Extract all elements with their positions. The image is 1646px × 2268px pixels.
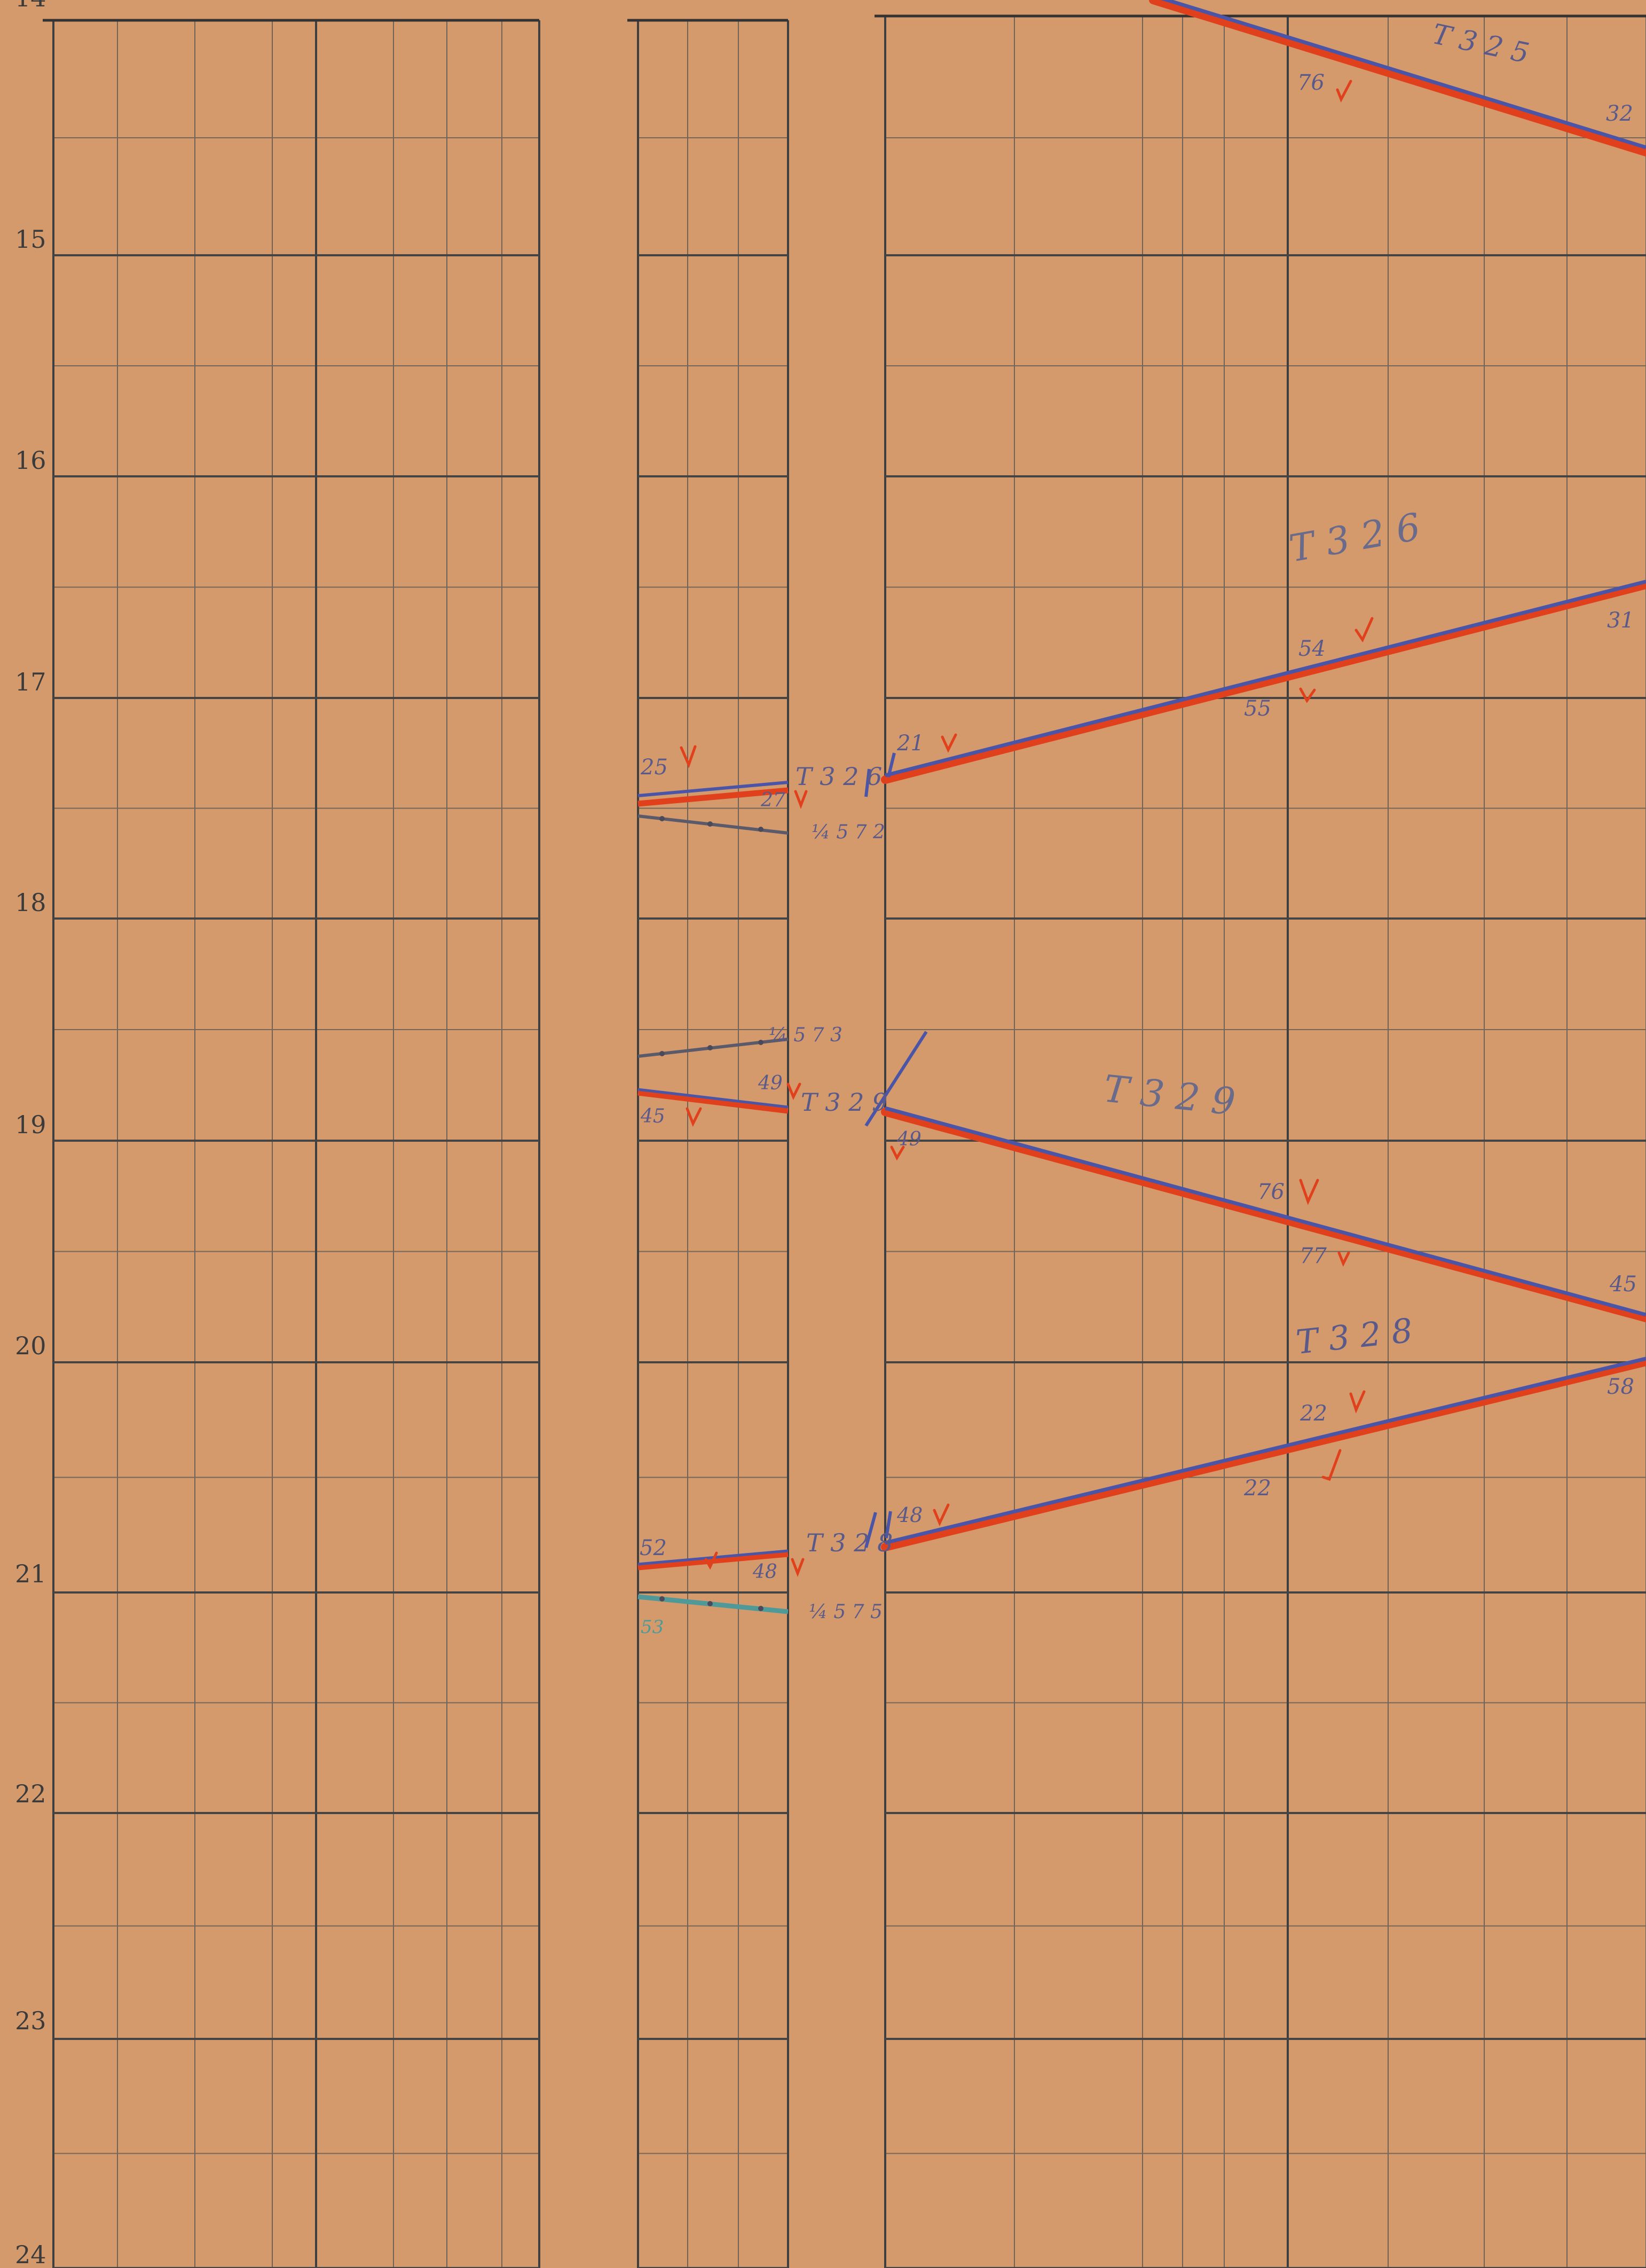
label-55: 55 <box>1244 696 1271 721</box>
label-22a: 22 <box>1300 1401 1327 1426</box>
label-48b: 48 <box>896 1503 923 1527</box>
t329-mid-blue <box>637 1088 789 1109</box>
t326-mid-red <box>637 787 789 807</box>
label-76: 76 <box>1297 70 1325 95</box>
label-mid-t326: T 3 2 6 <box>796 762 882 791</box>
label-52: 52 <box>640 1536 667 1560</box>
t326-mid-blue <box>637 781 789 797</box>
train-line-t328 <box>881 1356 1646 1551</box>
hour-label-24: 24 <box>15 2240 46 2268</box>
label-76b: 76 <box>1257 1180 1285 1204</box>
hour-label-16: 16 <box>15 446 46 475</box>
hour-label-23: 23 <box>15 2006 46 2035</box>
label-25: 25 <box>640 755 668 780</box>
check-marks <box>680 80 1374 1577</box>
hour-label-19: 19 <box>15 1110 46 1139</box>
label-77: 77 <box>1300 1244 1327 1268</box>
label-45b: 45 <box>1609 1272 1637 1297</box>
label-32: 32 <box>1606 101 1633 126</box>
label-54: 54 <box>1298 637 1326 661</box>
minor-grid <box>53 16 1646 2268</box>
hour-label-18: 18 <box>15 888 46 917</box>
label-49b: 49 <box>896 1128 922 1150</box>
label-53: 53 <box>641 1616 664 1638</box>
label-mid-t329: T 3 2 9 <box>801 1088 887 1117</box>
train-line-t326 <box>881 579 1646 784</box>
label-45: 45 <box>640 1105 665 1127</box>
label-31: 31 <box>1607 608 1634 633</box>
label-22b: 22 <box>1243 1476 1271 1501</box>
hour-label-20: 20 <box>15 1331 46 1360</box>
train-line-t329 <box>881 1106 1646 1322</box>
label-58: 58 <box>1607 1375 1634 1399</box>
t329-mid-red <box>637 1089 789 1114</box>
label-49: 49 <box>758 1072 783 1094</box>
freight-dots <box>659 816 763 1611</box>
train-line-t325 <box>1149 0 1646 156</box>
label-f572: ¼ 5 7 2 <box>812 821 885 843</box>
hour-label-14: 14 <box>15 0 46 12</box>
hour-labels: 14 15 16 17 18 19 20 21 22 23 24 <box>15 0 46 2268</box>
hour-label-22: 22 <box>15 1779 46 1808</box>
major-grid <box>43 14 1646 2268</box>
hour-label-21: 21 <box>15 1559 46 1588</box>
label-mid-t328: T 3 2 8 <box>806 1528 893 1557</box>
label-27: 27 <box>760 789 785 811</box>
label-f575: ¼ 5 7 5 <box>809 1601 883 1623</box>
hour-label-17: 17 <box>15 668 46 696</box>
junction-marks <box>864 752 928 1548</box>
label-21: 21 <box>896 731 924 756</box>
hour-label-15: 15 <box>15 225 46 254</box>
label-48: 48 <box>752 1561 777 1583</box>
label-f573: ¼ 5 7 3 <box>769 1024 842 1046</box>
